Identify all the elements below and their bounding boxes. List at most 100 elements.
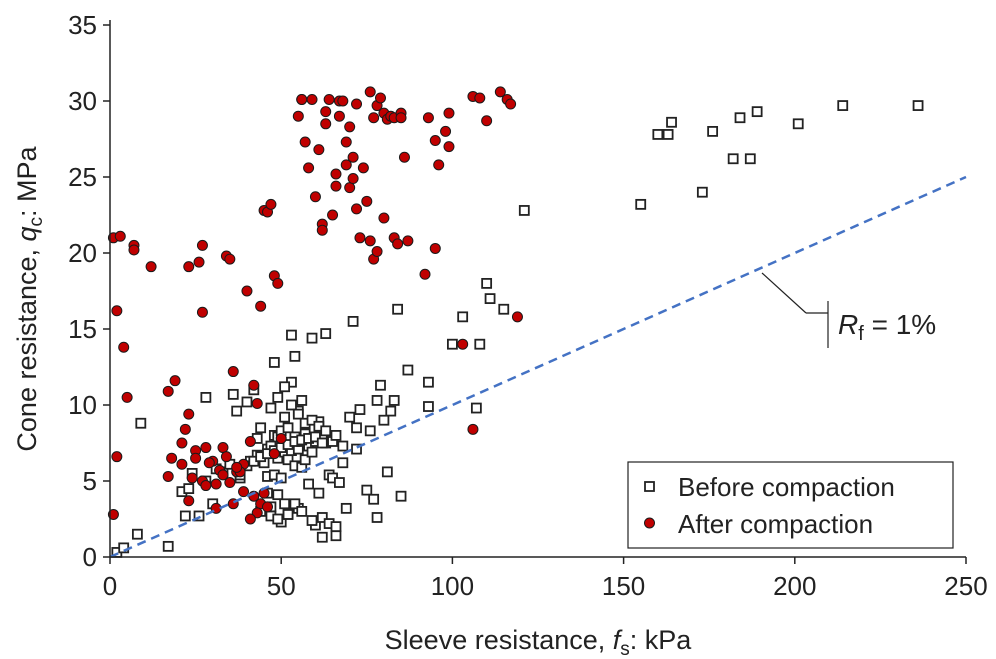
- before-compaction-point: [313, 487, 325, 499]
- after-compaction-point: [186, 472, 198, 484]
- before-compaction-point: [306, 332, 318, 344]
- before-compaction-point: [368, 493, 380, 505]
- after-compaction-point: [309, 191, 321, 203]
- before-compaction-point: [481, 277, 493, 289]
- after-compaction-point: [347, 151, 359, 163]
- before-compaction-point: [272, 513, 284, 525]
- after-compaction-point: [200, 442, 212, 454]
- before-compaction-point: [179, 510, 191, 522]
- before-compaction-point: [837, 100, 849, 111]
- y-axis-title: Cone resistance, qc: MPa: [12, 145, 47, 451]
- before-compaction-point: [310, 431, 321, 443]
- after-compaction-point: [220, 451, 232, 463]
- y-tick-label: 15: [68, 314, 97, 344]
- legend-label-before: Before compaction: [678, 472, 895, 502]
- after-compaction-point: [422, 112, 434, 124]
- before-compaction-point: [279, 381, 291, 393]
- after-compaction-point: [251, 507, 263, 519]
- before-compaction-point: [518, 205, 530, 216]
- after-compaction-point: [128, 244, 140, 256]
- before-compaction-point: [652, 129, 664, 140]
- before-compaction-point: [707, 126, 719, 137]
- after-compaction-point: [374, 92, 386, 104]
- before-compaction-point: [354, 404, 366, 415]
- after-compaction-point: [323, 93, 335, 105]
- before-compaction-point: [423, 376, 434, 388]
- legend-box: [627, 461, 954, 549]
- before-compaction-point: [792, 118, 804, 130]
- before-compaction-point: [316, 437, 328, 449]
- before-compaction-point: [457, 311, 469, 323]
- before-compaction-point: [361, 484, 373, 496]
- before-compaction-point: [193, 510, 205, 522]
- before-compaction-point: [340, 502, 352, 514]
- before-compaction-point: [286, 329, 297, 341]
- before-compaction-point: [320, 425, 332, 437]
- after-compaction-point: [176, 458, 188, 470]
- before-compaction-point: [131, 528, 143, 540]
- after-compaction-point: [443, 107, 455, 119]
- after-compaction-point: [162, 385, 174, 397]
- after-compaction-point: [330, 168, 342, 180]
- before-compaction-point: [498, 303, 510, 315]
- after-compaction-point: [227, 366, 239, 378]
- after-compaction-point: [118, 341, 130, 353]
- before-compaction-point: [255, 422, 267, 434]
- before-compaction-point: [296, 505, 308, 517]
- x-tick-label: 50: [267, 571, 296, 601]
- before-compaction-point: [316, 531, 328, 543]
- before-compaction-point: [275, 472, 287, 484]
- y-tick-label: 25: [68, 162, 97, 192]
- before-compaction-point: [470, 402, 482, 414]
- after-compaction-point: [395, 112, 407, 124]
- after-compaction-point: [357, 162, 369, 174]
- after-compaction-point: [166, 452, 178, 464]
- after-compaction-point: [107, 508, 119, 520]
- after-compaction-point: [179, 423, 191, 435]
- x-tick-label: 0: [103, 571, 117, 601]
- before-compaction-point: [289, 350, 301, 362]
- before-compaction-point: [392, 303, 404, 315]
- after-compaction-point: [440, 125, 452, 137]
- after-compaction-point: [368, 112, 380, 124]
- before-compaction-point: [388, 395, 400, 406]
- after-compaction-point: [351, 203, 363, 215]
- before-compaction-point: [330, 530, 342, 542]
- after-compaction-point: [275, 432, 287, 444]
- after-compaction-point: [217, 469, 229, 481]
- rf-label: Rf = 1%: [838, 309, 936, 345]
- y-tick-label: 35: [68, 10, 97, 40]
- before-compaction-point: [662, 129, 674, 140]
- after-compaction-point: [231, 461, 243, 473]
- after-compaction-point: [251, 397, 263, 409]
- after-compaction-point: [327, 209, 339, 221]
- after-compaction-point: [392, 238, 404, 250]
- before-compaction-point: [183, 483, 195, 495]
- y-tick-label: 30: [68, 86, 97, 116]
- before-compaction-point: [635, 198, 647, 210]
- before-compaction-point: [744, 153, 756, 165]
- x-tick-label: 250: [944, 571, 987, 601]
- before-compaction-point: [241, 396, 253, 408]
- after-compaction-point: [162, 470, 174, 482]
- after-compaction-point: [361, 195, 373, 207]
- before-compaction-point: [402, 364, 414, 376]
- after-compaction-point: [114, 230, 126, 242]
- after-compaction-point: [433, 159, 445, 171]
- before-compaction-point: [306, 446, 318, 458]
- after-compaction-point: [224, 253, 236, 265]
- after-compaction-point: [268, 448, 280, 460]
- after-compaction-point: [402, 235, 414, 247]
- before-compaction-point: [265, 402, 277, 414]
- before-compaction-point: [364, 425, 376, 437]
- before-compaction-point: [272, 391, 284, 403]
- after-compaction-point: [196, 239, 208, 251]
- after-compaction-point: [467, 423, 479, 435]
- after-compaction-point: [474, 92, 486, 104]
- before-compaction-point: [282, 422, 294, 434]
- before-compaction-point: [306, 515, 318, 526]
- after-compaction-point: [262, 501, 274, 513]
- before-compaction-point: [351, 422, 362, 434]
- axes: 0 50 100 150 200 250 0 5 10 15 20 25 30 35: [68, 10, 988, 601]
- before-compaction-point: [337, 457, 349, 469]
